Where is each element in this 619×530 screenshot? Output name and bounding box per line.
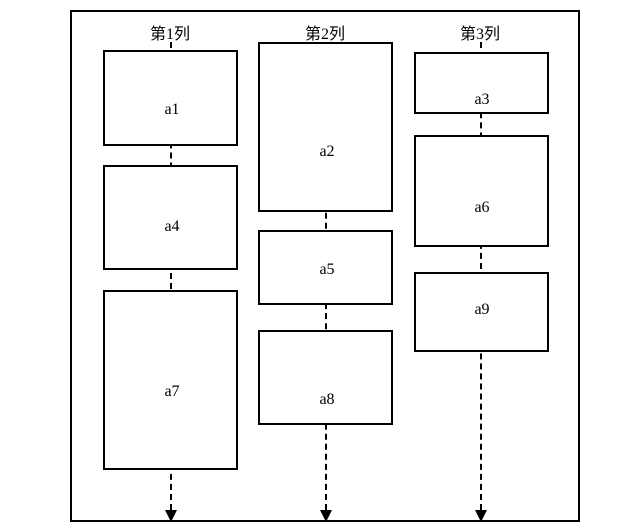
box-a4: a4 [103, 165, 238, 270]
box-a7: a7 [103, 290, 238, 470]
box-a4-label: a4 [164, 218, 179, 236]
diagram-stage: 第1列 a1 a4 a7 第2列 a2 a5 a8 第3列 a3 a6 a9 [0, 0, 619, 530]
box-a3: a3 [414, 52, 549, 114]
box-a5: a5 [258, 230, 393, 305]
box-a1: a1 [103, 50, 238, 146]
box-a2: a2 [258, 42, 393, 212]
col2-header: 第2列 [305, 20, 345, 44]
box-a9: a9 [414, 272, 549, 352]
box-a8: a8 [258, 330, 393, 425]
box-a3-label: a3 [474, 91, 489, 109]
box-a5-label: a5 [319, 261, 334, 279]
box-a7-label: a7 [164, 383, 179, 401]
box-a1-label: a1 [164, 101, 179, 119]
col1-header: 第1列 [150, 20, 190, 44]
box-a2-label: a2 [319, 143, 334, 161]
box-a6: a6 [414, 135, 549, 247]
box-a6-label: a6 [474, 199, 489, 217]
col3-header: 第3列 [460, 20, 500, 44]
col3-arrow-icon [475, 510, 487, 522]
col1-arrow-icon [165, 510, 177, 522]
box-a8-label: a8 [319, 391, 334, 409]
col2-arrow-icon [320, 510, 332, 522]
box-a9-label: a9 [474, 301, 489, 319]
